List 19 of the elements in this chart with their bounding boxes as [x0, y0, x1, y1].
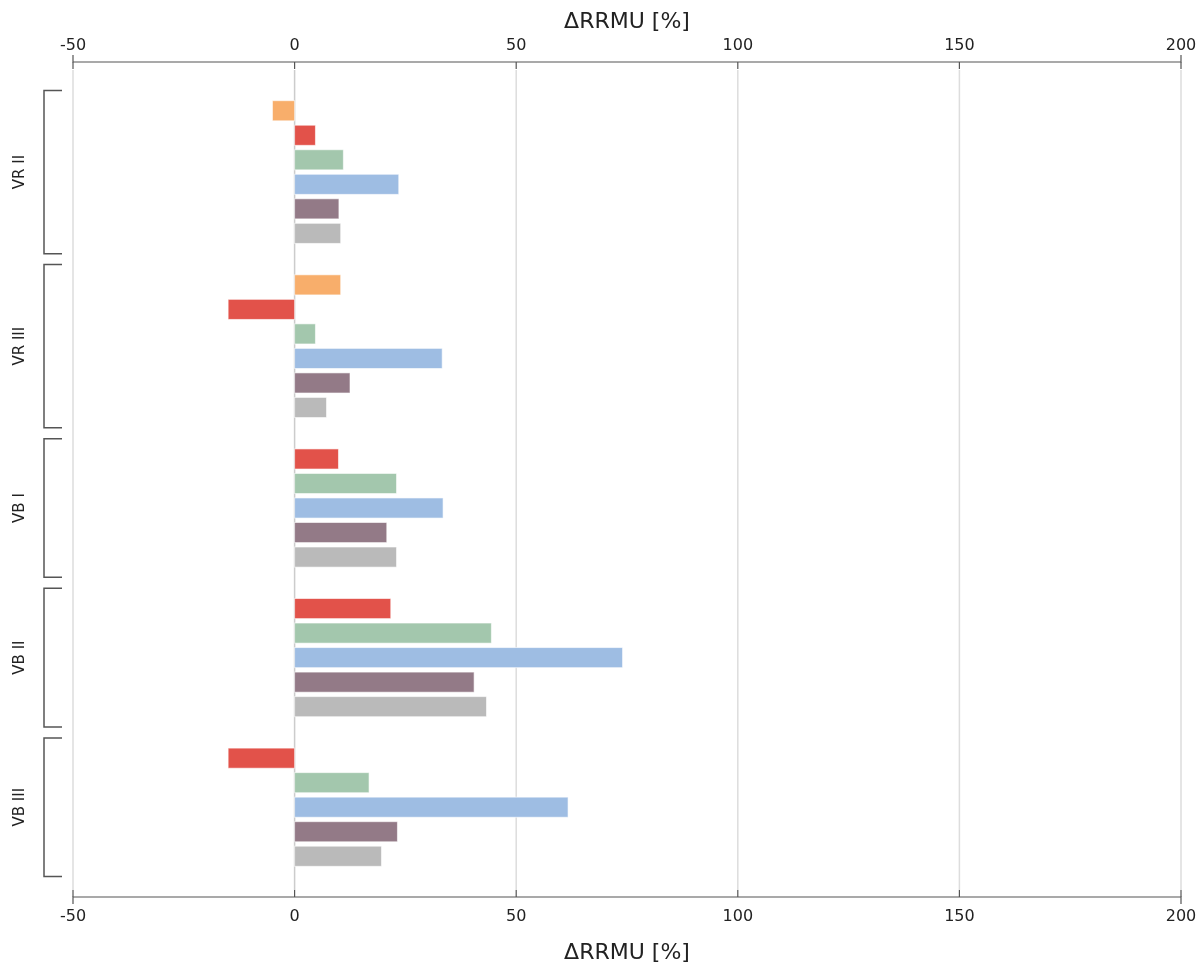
x2-tick-label: 50: [506, 35, 527, 54]
x-tick-label: 0: [289, 906, 300, 925]
x-tick-label: 100: [722, 906, 754, 925]
x2-tick-label: 100: [722, 35, 754, 54]
x2-axis-title: ΔRRMU [%]: [564, 8, 690, 33]
x2-tick-label: 0: [289, 35, 300, 54]
y-tick-label: VB III: [10, 787, 28, 827]
x-tick-label: -50: [59, 906, 87, 925]
x-tick-label: 150: [944, 906, 975, 925]
y-tick-label: VR II: [10, 154, 28, 190]
y-tick-label: VR III: [10, 326, 28, 366]
x-tick-label: 50: [506, 906, 527, 925]
x-tick-label: 200: [1165, 906, 1197, 925]
y-tick-label: VB II: [10, 640, 28, 675]
y-tick-label: VB I: [10, 493, 28, 523]
x2-tick-label: 150: [944, 35, 975, 54]
x2-tick-label: -50: [59, 35, 87, 54]
x-axis-title: ΔRRMU [%]: [564, 939, 690, 964]
x2-tick-label: 200: [1165, 35, 1197, 54]
